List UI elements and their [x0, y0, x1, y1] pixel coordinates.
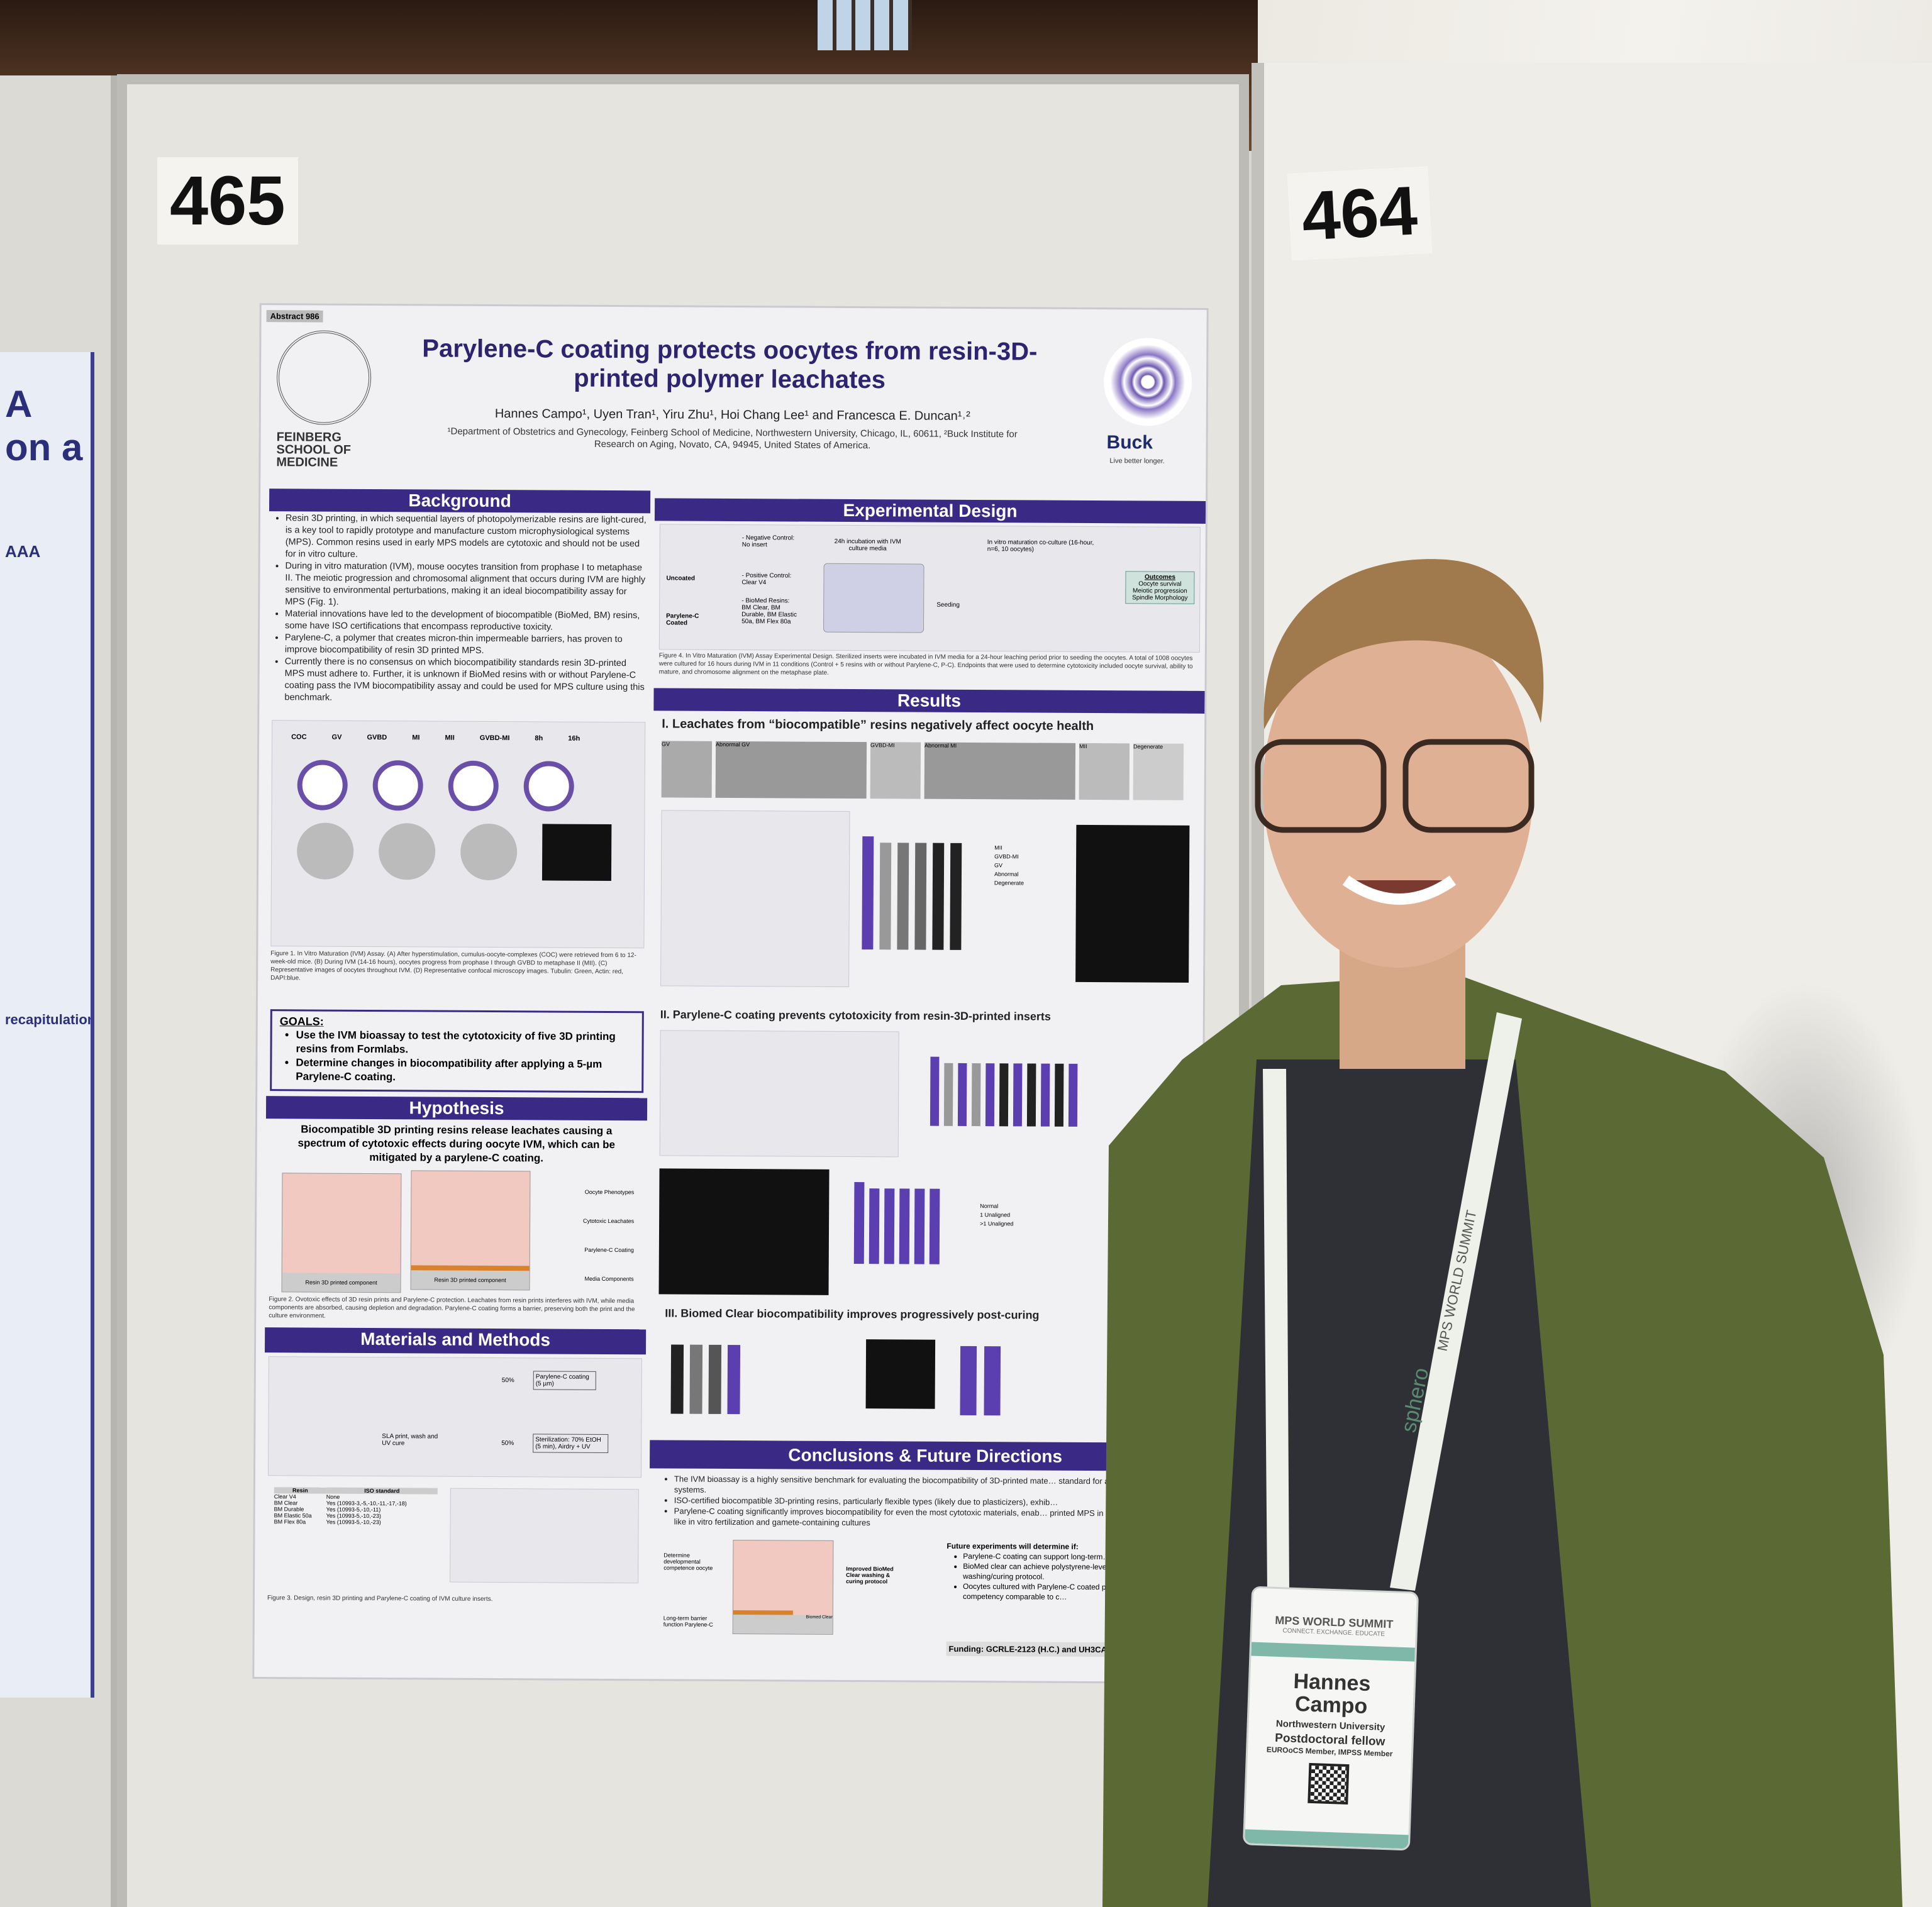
smile	[1342, 875, 1457, 905]
left-poster-fragment: A on a	[5, 383, 83, 468]
lanyard-right	[1390, 1012, 1522, 1591]
face	[1263, 609, 1533, 968]
left-poster-fragment: recapitulation	[5, 1012, 94, 1027]
name-badge: MPS WORLD SUMMIT CONNECT. EXCHANGE. EDUC…	[1242, 1586, 1419, 1851]
glasses-left-lens-icon	[1255, 739, 1387, 833]
glasses-right-lens-icon	[1402, 739, 1535, 833]
left-poster-fragment: AAA	[5, 542, 41, 561]
qr-code-icon	[1307, 1762, 1350, 1805]
board-number-465: 465	[157, 157, 298, 245]
badge-last-name: Campo	[1294, 1692, 1368, 1719]
skylight	[818, 0, 912, 50]
left-neighbor-poster: A on a AAA recapitulation	[0, 352, 94, 1698]
hair	[1263, 559, 1544, 729]
lanyard-left	[1263, 1069, 1289, 1591]
